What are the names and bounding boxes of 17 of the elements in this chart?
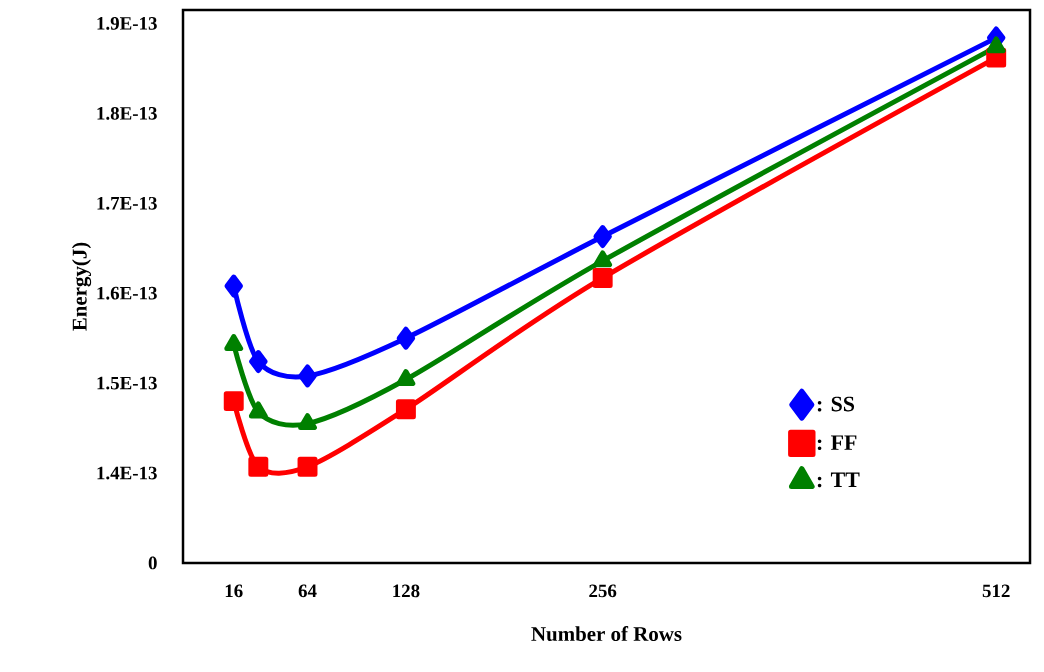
y-tick-label: 1.8E-13 xyxy=(97,106,157,120)
x-tick-label: 16 xyxy=(225,584,243,598)
y-axis-title: Energy(J) xyxy=(72,242,92,331)
y-tick-label: 1.9E-13 xyxy=(97,17,157,30)
y-tick-label: 0 xyxy=(148,556,157,570)
y-tick-label: 1.5E-13 xyxy=(97,376,157,390)
y-tick-label: 1.4E-13 xyxy=(97,466,157,480)
legend-label: : TT xyxy=(817,472,860,488)
x-tick-label: 128 xyxy=(393,584,420,598)
y-tick-label: 1.7E-13 xyxy=(97,196,157,210)
x-tick-label: 256 xyxy=(589,584,617,598)
x-tick-label: 512 xyxy=(982,584,1010,598)
x-tick-label: 64 xyxy=(298,584,317,598)
legend-label: : SS xyxy=(817,396,855,412)
x-axis-title: Number of Rows xyxy=(531,626,682,642)
legend-label: : FF xyxy=(817,435,857,451)
y-tick-label: 1.6E-13 xyxy=(97,286,157,300)
